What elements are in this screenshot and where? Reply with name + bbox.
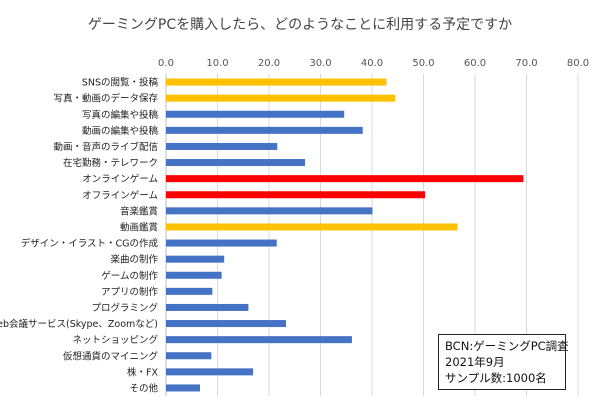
category-label: ゲームの制作 (101, 270, 158, 282)
bar (166, 384, 200, 392)
bar (166, 78, 387, 86)
category-label: SNSの閲覧・投稿 (82, 77, 159, 89)
bar (166, 352, 212, 360)
bar (166, 287, 213, 295)
bar (166, 336, 352, 344)
source-note-line: BCN:ゲーミングPC調査 (445, 339, 569, 353)
x-tick-label: 60.0 (464, 58, 486, 69)
category-label: 写真の編集や投稿 (82, 109, 159, 121)
bar (166, 320, 286, 328)
bar (166, 207, 373, 215)
category-label: 在宅勤務・テレワーク (63, 157, 158, 169)
category-label: 仮想通貨のマイニング (63, 350, 159, 362)
bar (166, 159, 306, 167)
bar (166, 303, 249, 311)
category-label: 動画・音声のライブ配信 (53, 141, 158, 153)
category-label: その他 (129, 382, 158, 394)
x-tick-label: 80.0 (567, 58, 589, 69)
x-tick-label: 70.0 (515, 58, 537, 69)
source-note-line: 2021年9月 (445, 355, 505, 369)
category-label: 動画の編集や投稿 (82, 125, 159, 137)
category-label: プログラミング (91, 302, 158, 314)
category-label: オフラインゲーム (82, 189, 158, 201)
category-label: オンラインゲーム (82, 173, 158, 185)
category-label: Web会議サービス(Skype、Zoomなど) (0, 318, 158, 330)
category-label: アプリの制作 (101, 286, 159, 298)
source-note-box: BCN:ゲーミングPC調査 2021年9月 サンプル数:1000名 (438, 334, 569, 390)
bar (166, 255, 225, 263)
bar (166, 271, 222, 279)
bar (166, 368, 254, 376)
category-label: ネットショッピング (72, 334, 158, 346)
bar (166, 223, 458, 231)
x-tick-label: 40.0 (361, 58, 383, 69)
bar (166, 191, 426, 199)
bar (166, 94, 396, 102)
category-label: 株・FX (127, 366, 158, 378)
category-label: 音楽鑑賞 (120, 205, 158, 217)
x-tick-label: 30.0 (309, 58, 331, 69)
x-tick-label: 20.0 (258, 58, 280, 69)
x-tick-label: 10.0 (206, 58, 228, 69)
x-tick-label: 50.0 (412, 58, 434, 69)
bar (166, 126, 363, 134)
chart-title: ゲーミングPCを購入したら、どのようなことに利用する予定ですか (87, 17, 513, 33)
bar (166, 110, 345, 118)
bar (166, 142, 278, 150)
category-label: 動画鑑賞 (120, 221, 158, 233)
category-label: 写真・動画のデータ保存 (53, 93, 158, 105)
x-tick-label: 0.0 (158, 58, 174, 69)
bar (166, 239, 277, 247)
source-note-line: サンプル数:1000名 (445, 371, 547, 385)
category-label: デザイン・イラスト・CGの作成 (21, 238, 159, 250)
category-label: 楽曲の制作 (110, 254, 158, 266)
bar (166, 175, 524, 183)
